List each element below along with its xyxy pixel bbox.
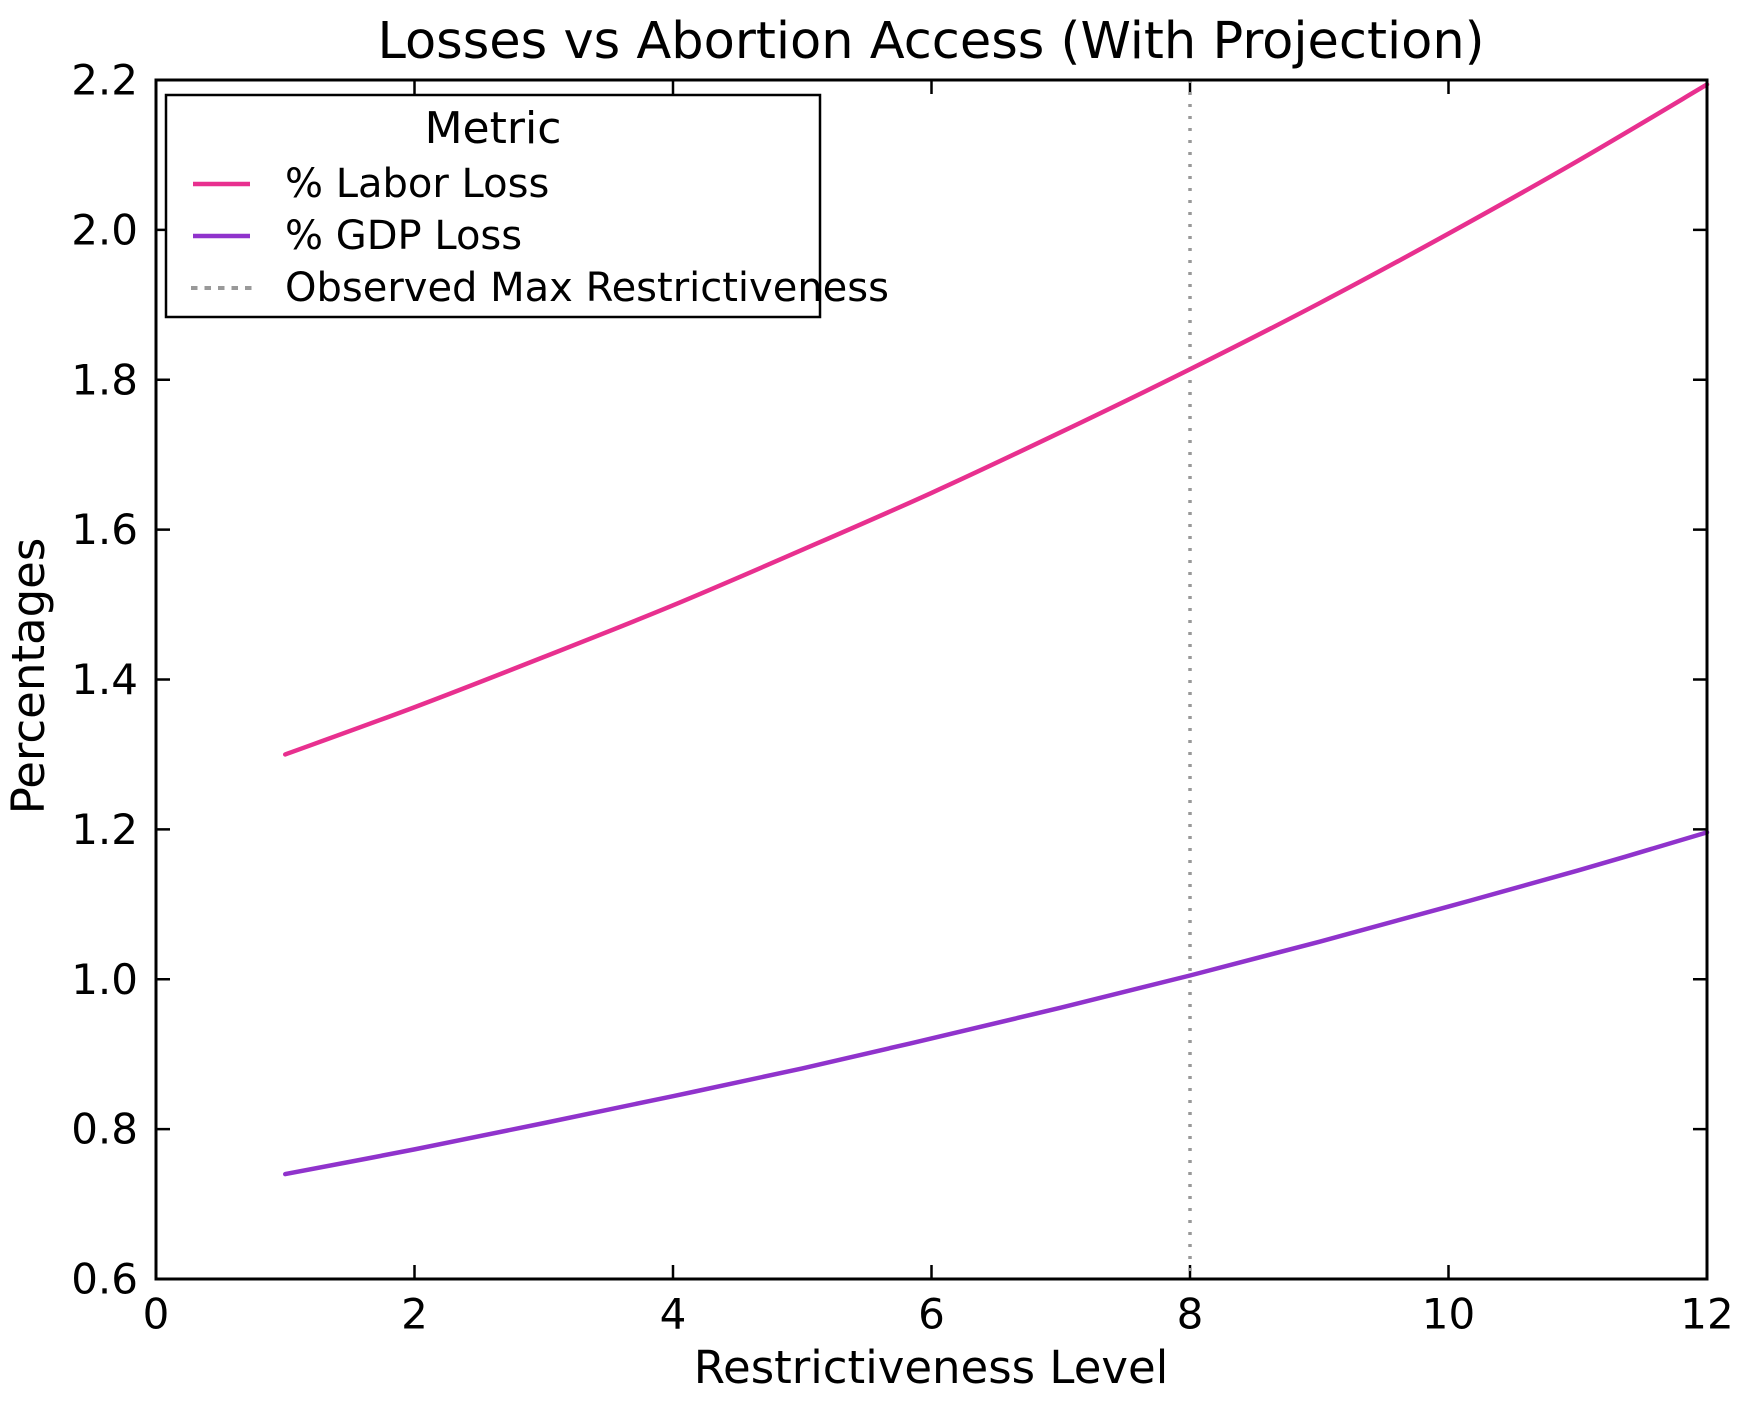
y-tick-label: 2.2 xyxy=(71,56,138,105)
x-tick-label: 12 xyxy=(1680,1290,1733,1339)
labor-loss-line xyxy=(283,82,1710,757)
x-axis-label: Restrictiveness Level xyxy=(694,1341,1168,1394)
y-tick-label: 0.6 xyxy=(71,1255,138,1304)
plot-frame xyxy=(154,78,1709,1281)
axis-ticks: 0 2 4 6 8 10 12 0.6 0.8 1.0 1.2 1.4 1.6 1.8 2.0 2.2 xyxy=(71,56,1734,1339)
y-axis-label: Percentages xyxy=(2,538,55,815)
chart-title: Losses vs Abortion Access (With Projecti… xyxy=(377,12,1484,71)
x-tick-label: 8 xyxy=(1177,1290,1204,1339)
x-tick-label: 0 xyxy=(143,1290,170,1339)
y-tick-label: 1.6 xyxy=(71,505,138,554)
y-tick-label: 1.0 xyxy=(71,955,138,1004)
gdp-loss-line xyxy=(283,830,1710,1177)
legend-box xyxy=(164,93,822,319)
x-tick-label: 4 xyxy=(660,1290,687,1339)
legend: Metric % Labor Loss % GDP Loss Observed … xyxy=(164,93,889,319)
y-tick-label: 1.2 xyxy=(71,805,138,854)
y-tick-label: 1.8 xyxy=(71,355,138,404)
x-tick-label: 6 xyxy=(918,1290,945,1339)
legend-label-gdp-loss: % GDP Loss xyxy=(285,213,522,259)
legend-label-observed-max: Observed Max Restrictiveness xyxy=(285,265,889,311)
y-tick-label: 2.0 xyxy=(71,205,138,254)
x-tick-label: 10 xyxy=(1422,1290,1475,1339)
y-tick-label: 0.8 xyxy=(71,1105,138,1154)
legend-label-labor-loss: % Labor Loss xyxy=(285,161,549,207)
x-tick-label: 2 xyxy=(401,1290,428,1339)
legend-title: Metric xyxy=(425,103,562,154)
y-tick-label: 1.4 xyxy=(71,655,138,704)
